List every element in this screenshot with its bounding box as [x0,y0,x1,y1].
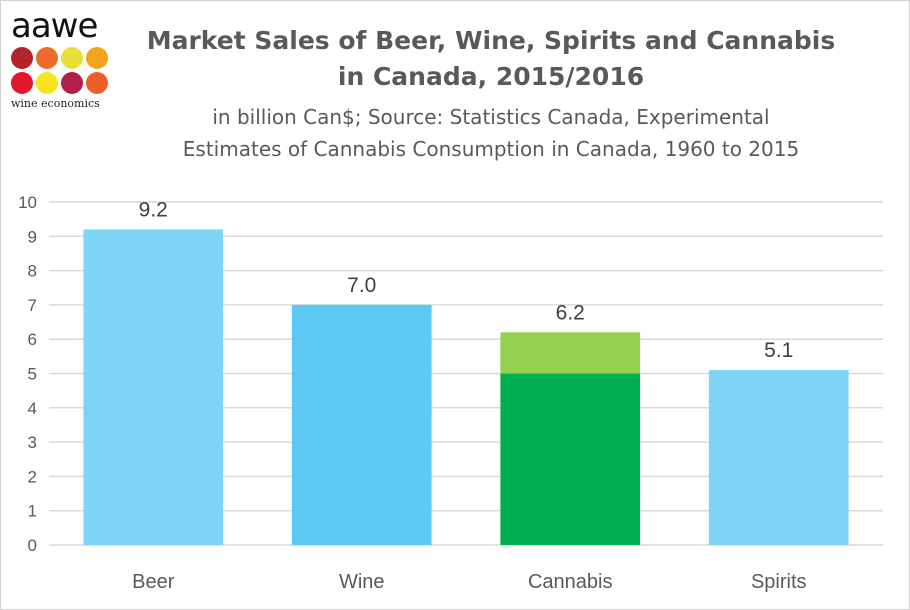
bar-beer [83,229,224,545]
y-tick-label: 0 [28,536,37,555]
logo-dot [61,72,83,94]
logo-dot [11,72,33,94]
y-tick-label: 7 [28,296,37,315]
y-tick-label: 10 [18,193,37,212]
subtitle-line-2: Estimates of Cannabis Consumption in Can… [182,137,800,161]
logo-dot [11,47,33,69]
y-tick-label: 5 [28,365,37,384]
chart-subtitle: in billion Can$; Source: Statistics Cana… [121,101,861,165]
data-label: 7.0 [347,274,376,297]
data-label: 5.1 [764,339,793,362]
logo-dots [11,47,121,94]
logo-tagline: wine economics [11,97,100,110]
data-label: 9.2 [139,198,168,221]
logo-word: aawe [11,6,98,46]
y-tick-label: 6 [28,330,37,349]
bar-spirits [708,370,849,545]
subtitle-line-1: in billion Can$; Source: Statistics Cana… [212,105,770,129]
title-line-1: Market Sales of Beer, Wine, Spirits and … [146,26,836,55]
chart-title: Market Sales of Beer, Wine, Spirits and … [121,23,861,95]
bar-cannabis [500,332,641,374]
x-tick-label: Spirits [751,571,807,593]
logo-dot [36,72,58,94]
data-label: 6.2 [556,301,585,324]
logo-dot [86,72,108,94]
y-tick-label: 4 [28,399,37,418]
y-tick-label: 8 [28,262,37,281]
bar-cannabis [500,373,641,545]
x-tick-label: Wine [339,571,385,593]
aawe-logo: aawe wine economics [11,9,121,110]
y-tick-label: 9 [28,227,37,246]
y-tick-label: 1 [28,502,37,521]
x-tick-label: Cannabis [528,571,613,593]
logo-dot [36,47,58,69]
bar-wine [291,304,432,545]
title-line-2: in Canada, 2015/2016 [337,62,645,91]
x-tick-label: Beer [132,571,175,593]
y-tick-label: 2 [28,467,37,486]
logo-dot [61,47,83,69]
logo-dot [86,47,108,69]
y-tick-label: 3 [28,433,37,452]
